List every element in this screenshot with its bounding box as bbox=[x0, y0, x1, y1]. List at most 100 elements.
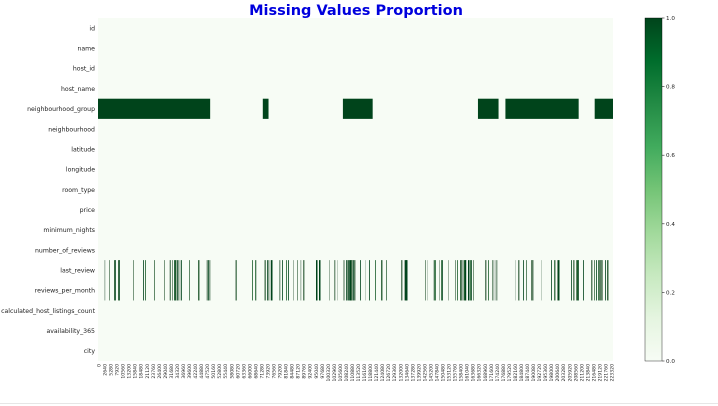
missing-stripe bbox=[461, 260, 463, 301]
missing-stripe bbox=[401, 260, 403, 301]
row-label-latitude: latitude bbox=[71, 146, 95, 153]
missing-stripe bbox=[439, 260, 440, 301]
missing-block-neighbourhood-group bbox=[505, 98, 579, 119]
x-tick-label: 76560 bbox=[272, 364, 278, 379]
missing-stripe bbox=[531, 260, 533, 301]
missing-stripe bbox=[354, 260, 356, 301]
x-tick-label: 223320 bbox=[610, 364, 616, 382]
missing-stripe bbox=[600, 260, 602, 301]
missing-stripe bbox=[386, 260, 387, 301]
missing-stripe bbox=[177, 260, 178, 301]
missing-stripe bbox=[164, 260, 165, 301]
x-tick-label: 68640 bbox=[253, 364, 259, 379]
missing-stripe bbox=[460, 260, 462, 301]
x-tick-label: 208560 bbox=[573, 364, 579, 382]
missing-stripe bbox=[118, 260, 120, 301]
missing-stripe bbox=[198, 260, 200, 301]
missing-stripe bbox=[518, 260, 520, 301]
row-label-availability-365: availability_365 bbox=[46, 328, 95, 335]
missing-stripe bbox=[365, 260, 366, 301]
x-tick-label: 5280 bbox=[109, 364, 115, 376]
row-label-neighbourhood: neighbourhood bbox=[48, 126, 95, 133]
x-tick-label: 118800 bbox=[368, 364, 374, 382]
x-tick-label: 87120 bbox=[296, 364, 302, 379]
x-tick-label: 168960 bbox=[483, 364, 489, 382]
x-tick-label: 63360 bbox=[241, 364, 247, 379]
missing-stripe bbox=[349, 260, 350, 301]
missing-stripe bbox=[104, 260, 106, 301]
missing-stripe bbox=[381, 260, 383, 301]
missing-stripe bbox=[172, 260, 173, 301]
colorbar-tick-label: 0.2 bbox=[666, 290, 675, 296]
missing-stripe bbox=[526, 260, 527, 301]
x-tick-label: 205920 bbox=[567, 364, 573, 382]
missing-stripe bbox=[591, 260, 593, 301]
missing-stripe bbox=[181, 260, 182, 301]
x-tick-label: 211200 bbox=[579, 364, 585, 382]
x-tick-label: 187440 bbox=[525, 364, 531, 382]
x-tick-label: 26400 bbox=[157, 364, 163, 379]
x-tick-label: 213840 bbox=[585, 364, 591, 382]
missing-stripe bbox=[337, 260, 338, 301]
row-label-minimum-nights: minimum_nights bbox=[43, 227, 95, 234]
missing-stripe bbox=[175, 260, 177, 301]
missing-stripe bbox=[143, 260, 144, 301]
missing-stripe bbox=[334, 260, 335, 301]
x-tick-label: 129360 bbox=[392, 364, 398, 382]
x-tick-label: 42240 bbox=[193, 364, 199, 379]
missing-stripe bbox=[154, 260, 155, 301]
x-tick-label: 36960 bbox=[181, 364, 187, 379]
missing-stripe bbox=[180, 260, 181, 301]
missing-stripe bbox=[574, 260, 575, 301]
missing-stripe bbox=[176, 260, 177, 301]
missing-stripe bbox=[496, 260, 498, 301]
colorbar-tick-label: 0.0 bbox=[666, 359, 675, 365]
x-tick-label: 108240 bbox=[344, 364, 350, 382]
x-tick-label: 182160 bbox=[513, 364, 519, 382]
missing-stripe bbox=[335, 260, 336, 301]
x-tick-label: 84480 bbox=[290, 364, 296, 379]
x-tick-label: 219120 bbox=[597, 364, 603, 382]
missing-stripe bbox=[558, 260, 560, 301]
missing-stripe bbox=[404, 260, 405, 301]
row-label-name: name bbox=[77, 46, 95, 53]
row-label-last-review: last_review bbox=[60, 268, 95, 275]
row-label-city: city bbox=[84, 348, 96, 355]
missing-stripe bbox=[293, 260, 294, 301]
missing-stripe bbox=[344, 260, 345, 301]
missing-stripe bbox=[343, 260, 344, 301]
x-tick-label: 71280 bbox=[259, 364, 265, 379]
missing-stripe bbox=[351, 260, 353, 301]
missing-stripe bbox=[270, 260, 271, 301]
missing-stripe bbox=[605, 260, 606, 301]
x-tick-label: 44880 bbox=[199, 364, 205, 379]
x-tick-label: 221760 bbox=[603, 364, 609, 382]
missing-stripe bbox=[427, 260, 428, 301]
x-tick-label: 132000 bbox=[398, 364, 404, 382]
missing-stripe bbox=[601, 260, 602, 301]
x-tick-label: 153120 bbox=[447, 364, 453, 382]
missing-stripe bbox=[551, 260, 552, 301]
x-tick-label: 10560 bbox=[121, 364, 127, 379]
x-tick-label: 21120 bbox=[145, 364, 151, 379]
missing-stripe bbox=[297, 260, 298, 301]
missing-block-neighbourhood-group bbox=[262, 98, 269, 119]
missing-stripe bbox=[348, 260, 349, 301]
chart-title: Missing Values Proportion bbox=[249, 3, 463, 19]
x-tick-labels: 0 2640 5280 7920 10560 13200 15840 18480 21120 23… bbox=[97, 364, 616, 382]
x-tick-label: 184800 bbox=[519, 364, 525, 382]
missing-block-neighbourhood-group bbox=[594, 98, 613, 119]
x-tick-label: 47520 bbox=[205, 364, 211, 379]
colorbar-ticks: 0.0 0.2 0.4 0.6 0.8 1.0 bbox=[662, 16, 675, 365]
missing-stripe bbox=[288, 260, 289, 301]
x-tick-label: 147840 bbox=[434, 364, 440, 382]
missing-stripe bbox=[264, 260, 265, 301]
missing-stripe bbox=[360, 260, 361, 301]
x-tick-label: 18480 bbox=[139, 364, 145, 379]
x-tick-label: 110880 bbox=[350, 364, 356, 382]
missing-stripe bbox=[594, 260, 595, 301]
missing-stripe bbox=[495, 260, 496, 301]
x-tick-label: 155760 bbox=[453, 364, 459, 382]
x-tick-label: 116160 bbox=[362, 364, 368, 382]
colorbar-tick-label: 0.4 bbox=[666, 222, 675, 228]
